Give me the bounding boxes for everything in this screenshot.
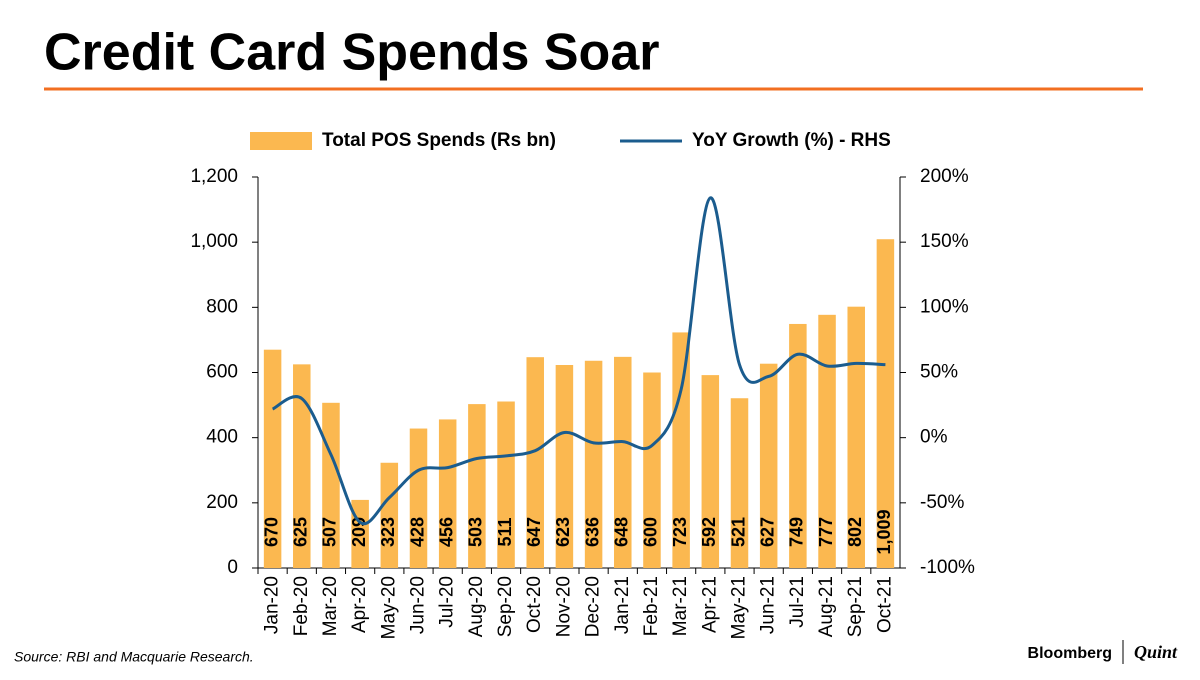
- bar: [818, 314, 836, 568]
- y2-tick-label: 200%: [920, 166, 969, 187]
- y-tick-label: 400: [206, 427, 238, 448]
- y2-tick-label: 0%: [920, 427, 948, 448]
- x-tick-label: Nov-20: [553, 576, 574, 637]
- data-label: 507: [320, 517, 340, 547]
- data-label: 648: [612, 517, 632, 547]
- x-tick-label: Mar-21: [670, 576, 691, 636]
- bar: [643, 372, 661, 568]
- data-label: 503: [466, 517, 486, 547]
- chart-title: Credit Card Spends Soar: [44, 24, 659, 82]
- data-label: 802: [845, 517, 865, 547]
- y-tick-label: 200: [206, 492, 238, 513]
- bar: [847, 306, 865, 568]
- data-label: 600: [641, 517, 661, 547]
- y-tick-label: 800: [206, 296, 238, 317]
- data-label: 723: [670, 517, 690, 547]
- bar: [584, 360, 603, 568]
- bar: [555, 365, 574, 568]
- y2-tick-label: -50%: [920, 492, 964, 513]
- x-tick-label: Apr-21: [699, 576, 720, 633]
- x-tick-label: Sep-20: [495, 576, 516, 637]
- y2-tick-label: 150%: [920, 231, 969, 252]
- x-tick-label: Aug-21: [816, 576, 837, 637]
- bar: [789, 323, 807, 568]
- bar: [876, 239, 895, 568]
- x-tick-label: Oct-20: [524, 576, 545, 633]
- data-label: 625: [291, 517, 311, 547]
- x-tick-label: Dec-20: [583, 576, 604, 637]
- x-tick-label: Feb-21: [641, 576, 662, 636]
- y2-tick-label: 100%: [920, 296, 969, 317]
- x-tick-label: Mar-20: [320, 576, 341, 636]
- x-tick-label: Jan-20: [262, 576, 283, 634]
- y-tick-label: 1,200: [190, 166, 238, 187]
- bar: [701, 375, 720, 568]
- bar: [438, 419, 457, 568]
- data-label: 670: [261, 517, 281, 547]
- data-label: 777: [816, 517, 836, 547]
- data-label: 623: [553, 517, 573, 547]
- bar: [759, 363, 778, 568]
- data-label: 511: [495, 517, 515, 546]
- x-tick-label: Jan-21: [612, 576, 633, 634]
- line: [271, 196, 886, 526]
- y-tick-label: 0: [227, 557, 238, 578]
- x-tick-label: Sep-21: [845, 576, 866, 637]
- bar: [380, 462, 399, 568]
- x-tick-label: Oct-21: [874, 576, 895, 633]
- brand: Quint: [1134, 642, 1178, 662]
- source: Source: RBI and Macquarie Research.: [14, 649, 254, 665]
- data-label: 521: [728, 517, 748, 547]
- data-label: 627: [757, 517, 777, 547]
- x-tick-label: Feb-20: [291, 576, 312, 636]
- bar: [293, 364, 311, 568]
- x-tick-label: Apr-20: [349, 576, 370, 633]
- bar: [468, 404, 486, 568]
- y-tick-label: 1,000: [190, 231, 238, 252]
- bar: [672, 332, 690, 568]
- y2-tick-label: -100%: [920, 557, 975, 578]
- bar: [730, 398, 749, 568]
- data-label: 636: [582, 517, 602, 547]
- data-label: 647: [524, 517, 544, 547]
- data-label: 323: [378, 517, 398, 547]
- y2-tick-label: 50%: [920, 362, 958, 383]
- bar: [526, 357, 544, 568]
- data-label: 1,009: [874, 509, 894, 554]
- data-label: 456: [436, 517, 456, 547]
- data-label: 749: [787, 517, 807, 547]
- legend-label: Total POS Spends (Rs bn): [322, 130, 556, 151]
- bar: [409, 428, 428, 568]
- data-label: 592: [699, 517, 719, 547]
- x-tick-label: Jul-21: [787, 576, 808, 628]
- bar: [614, 356, 632, 568]
- data-label: 428: [407, 517, 427, 547]
- brand: Bloomberg: [1028, 645, 1112, 662]
- x-tick-label: May-20: [378, 576, 399, 639]
- bar: [497, 401, 515, 568]
- legend-swatch: [250, 132, 312, 150]
- y-tick-label: 600: [206, 362, 238, 383]
- x-tick-label: Jun-21: [758, 576, 779, 634]
- x-tick-label: Jun-20: [408, 576, 429, 634]
- x-tick-label: May-21: [729, 576, 750, 639]
- x-tick-label: Jul-20: [437, 576, 458, 628]
- x-tick-label: Aug-20: [466, 576, 487, 637]
- legend-label: YoY Growth (%) - RHS: [692, 130, 891, 151]
- bar: [263, 349, 282, 568]
